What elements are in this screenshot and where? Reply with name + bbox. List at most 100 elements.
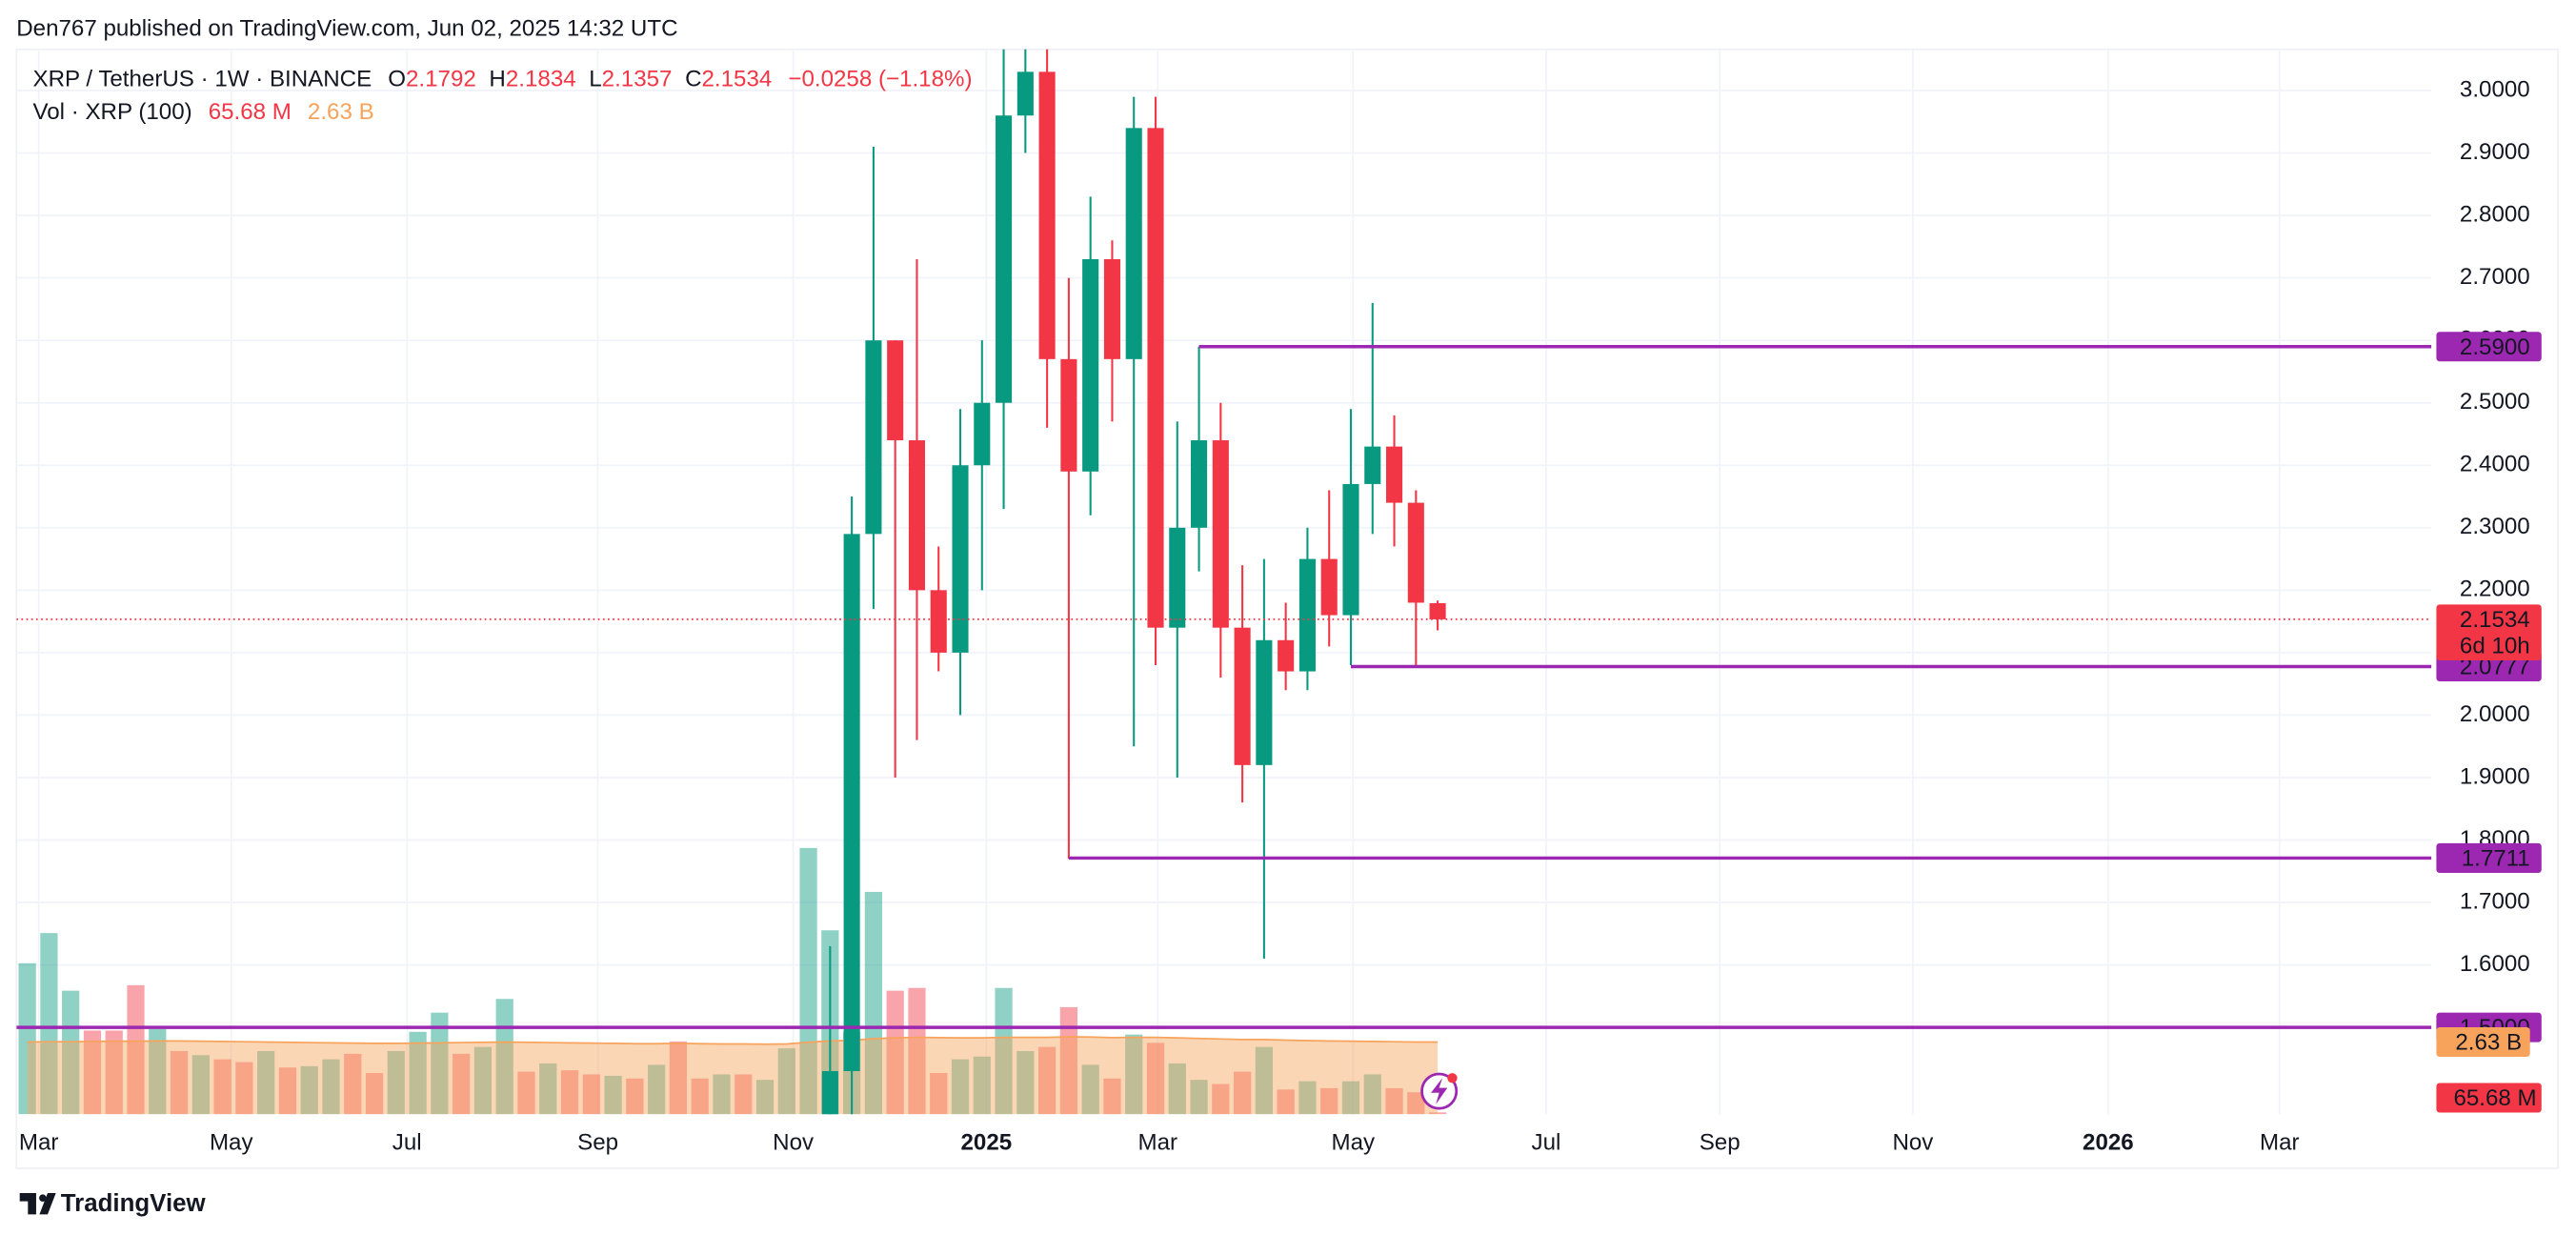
volume-bar xyxy=(213,1059,231,1115)
candle-body xyxy=(1234,627,1251,765)
volume-bar xyxy=(1168,1063,1186,1115)
volume-bar xyxy=(322,1059,340,1115)
volume-bar xyxy=(886,990,904,1115)
publisher: Den767 published on TradingView.com, Jun… xyxy=(16,15,677,41)
candle-body xyxy=(996,115,1013,403)
volume-bar xyxy=(1059,1006,1078,1115)
candle-body xyxy=(952,465,969,653)
low-value: 2.1357 xyxy=(602,67,673,92)
y-tick-label: 3.0000 xyxy=(2460,76,2530,102)
volume-bar xyxy=(560,1070,579,1115)
candle-body xyxy=(1298,558,1316,672)
volume-bar xyxy=(127,984,145,1115)
candle-body xyxy=(1060,358,1077,472)
volume-bar xyxy=(1363,1074,1381,1115)
volume-bar xyxy=(40,933,58,1115)
ohlc-letter: O xyxy=(388,67,406,92)
current-price-box xyxy=(2436,604,2542,660)
candle-body xyxy=(1320,558,1338,616)
volume-bar xyxy=(409,1031,427,1115)
close-value: 2.1534 xyxy=(702,67,773,92)
volume-label: 65.68 M xyxy=(2453,1085,2536,1111)
candle-body xyxy=(1038,71,1056,359)
volume-bar xyxy=(1212,1083,1230,1115)
volume-title: Vol · XRP (100) xyxy=(32,99,191,125)
volume-bar xyxy=(191,1055,210,1115)
brand: TradingView xyxy=(61,1190,207,1217)
volume-ma-label: 2.63 B xyxy=(2455,1030,2522,1056)
candle-body xyxy=(887,340,904,441)
volume-bar xyxy=(799,847,817,1115)
volume-bar xyxy=(1277,1089,1295,1115)
volume-bar xyxy=(604,1075,622,1115)
volume-value: 65.68 M xyxy=(209,99,292,125)
volume-bar xyxy=(864,891,883,1115)
volume-bar xyxy=(149,1028,167,1115)
volume-ma-area xyxy=(27,1037,1439,1115)
candle-body xyxy=(1147,128,1164,628)
volume-bar xyxy=(344,1053,362,1115)
change: −0.0258 (−1.18%) xyxy=(788,67,972,92)
volume-bar xyxy=(755,1080,775,1115)
volume-bar xyxy=(973,1056,991,1115)
volume-ma-value: 2.63 B xyxy=(308,99,374,125)
volume-bar xyxy=(539,1063,557,1115)
candle-body xyxy=(1212,440,1229,628)
y-tick-label: 2.3000 xyxy=(2460,514,2530,539)
volume-bar xyxy=(1320,1087,1338,1115)
y-tick-label: 1.6000 xyxy=(2460,951,2530,977)
level-label: 2.5900 xyxy=(2460,334,2530,360)
volume-bar xyxy=(83,1030,102,1115)
y-tick-label: 2.4000 xyxy=(2460,452,2530,477)
volume-bar xyxy=(105,1030,123,1115)
ohlc-letter: H xyxy=(489,67,505,92)
volume-bar xyxy=(453,1053,471,1115)
volume-bar xyxy=(473,1046,493,1115)
brand-logo xyxy=(19,1193,56,1215)
legend-volume: Vol · XRP (100) 65.68 M 2.63 B xyxy=(32,99,373,125)
volume-bar xyxy=(1190,1080,1208,1115)
x-tick-label: May xyxy=(210,1130,254,1156)
volume-bar xyxy=(1125,1034,1143,1115)
y-tick-label: 2.7000 xyxy=(2460,264,2530,290)
y-tick-label: 2.5000 xyxy=(2460,389,2530,415)
volume-bar xyxy=(257,1050,275,1115)
volume-bar xyxy=(1428,1112,1447,1115)
volume-bar xyxy=(951,1059,970,1115)
open-value: 2.1792 xyxy=(406,67,476,92)
candle-body xyxy=(1125,128,1142,359)
candle-body xyxy=(974,402,991,466)
candle-body xyxy=(865,340,882,535)
x-tick-label: May xyxy=(1331,1130,1376,1156)
y-tick-label: 2.2000 xyxy=(2460,577,2530,602)
candle-body xyxy=(1256,639,1273,765)
volume-bar xyxy=(626,1078,644,1115)
volume-bar xyxy=(365,1073,384,1115)
volume-bar xyxy=(1255,1046,1273,1115)
x-tick-label: Mar xyxy=(1137,1130,1177,1156)
volume-bar xyxy=(995,987,1013,1115)
volume-ma-line xyxy=(27,1036,1439,1045)
ohlc-letter: C xyxy=(685,67,701,92)
candle-body xyxy=(843,534,860,1072)
volume-bar xyxy=(170,1050,189,1115)
volume-bar xyxy=(582,1074,600,1115)
symbol: XRP / TetherUS · 1W · BINANCE xyxy=(32,67,372,92)
volume-bar xyxy=(648,1064,666,1115)
y-tick-label: 2.0000 xyxy=(2460,701,2530,727)
lightning-icon xyxy=(1420,1072,1459,1110)
current-price-label: 2.1534 xyxy=(2460,607,2530,633)
volume-box xyxy=(2436,1083,2542,1113)
level-label: 1.7711 xyxy=(2462,846,2530,872)
countdown: 6d 10h xyxy=(2460,634,2530,659)
volume-bar xyxy=(1038,1046,1057,1115)
candle-body xyxy=(1191,440,1208,528)
candle-body xyxy=(1278,639,1295,672)
candle-body xyxy=(1364,446,1381,484)
x-tick-label: Nov xyxy=(773,1130,814,1156)
x-tick-label: Sep xyxy=(1700,1130,1741,1156)
ohlc-letter: L xyxy=(589,67,601,92)
volume-bar xyxy=(278,1067,297,1115)
